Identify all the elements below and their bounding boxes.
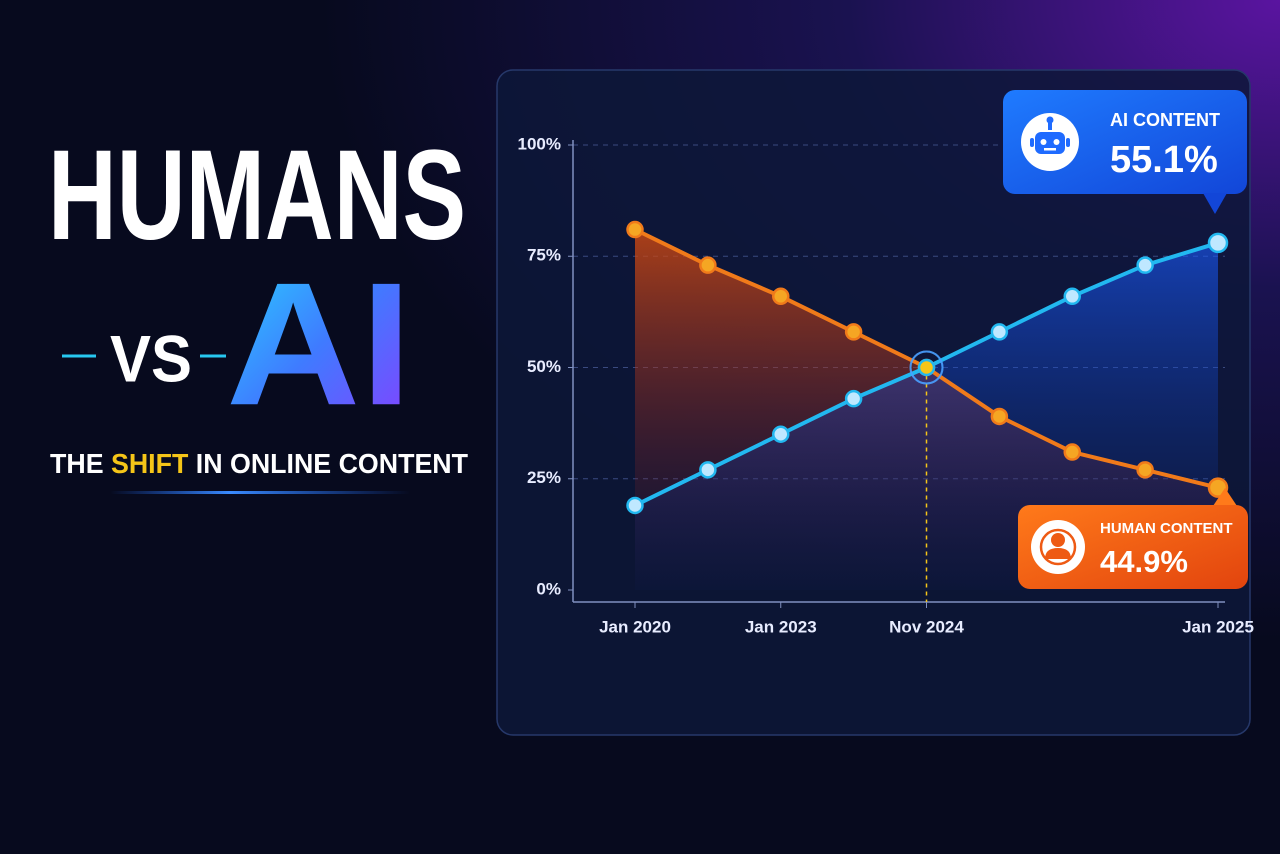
callout-pointer [1203, 193, 1227, 214]
data-point [626, 220, 644, 239]
y-tick-label: 0% [536, 579, 561, 598]
headline-humans: HUMANS [48, 124, 466, 267]
headline-ai: AI [226, 247, 412, 442]
decor-underline [110, 491, 410, 494]
callout-value: 44.9% [1100, 544, 1188, 579]
person-icon [1045, 533, 1071, 559]
data-point [1207, 232, 1229, 254]
icon-ring [1039, 528, 1077, 566]
y-tick-label: 25% [527, 468, 561, 487]
data-point [844, 323, 863, 341]
headline-vs: VS [110, 321, 192, 395]
subtitle-part: IN ONLINE CONTENT [196, 448, 468, 479]
callout-box [1018, 505, 1248, 589]
robot-icon [1030, 116, 1070, 154]
x-tick-label: Nov 2024 [889, 617, 964, 636]
callout-title: HUMAN CONTENT [1100, 520, 1233, 537]
data-point [844, 389, 863, 408]
x-tick-label: Jan 2023 [745, 617, 817, 636]
subtitle-highlight: SHIFT [111, 448, 188, 479]
y-tick-label: 75% [527, 246, 561, 265]
highlight-ring [909, 350, 944, 385]
y-tick-label: 50% [527, 357, 561, 376]
data-point [772, 287, 790, 306]
data-point [990, 323, 1009, 341]
data-point [626, 496, 644, 515]
subtitle-part: THE [50, 448, 104, 479]
data-point [1063, 443, 1081, 461]
callout-value: 55.1% [1110, 139, 1218, 181]
data-point [699, 461, 717, 479]
callout-pointer [1213, 488, 1237, 506]
plot: 0% 25% 50% 75% 100% Jan 2020 Jan 2023 Nov 2024 J… [518, 134, 1254, 636]
data-point [990, 407, 1009, 426]
data-point [917, 358, 936, 377]
callout-box [1003, 90, 1247, 194]
x-tick-label: Jan 2025 [1182, 617, 1254, 636]
ai-callout: AI CONTENT 55.1% [1003, 90, 1247, 214]
subtitle: THE SHIFT IN ONLINE CONTENT [50, 448, 468, 479]
data-point [772, 425, 790, 443]
data-point [1136, 461, 1154, 479]
x-tick-label: Jan 2020 [599, 617, 671, 636]
data-point [1136, 256, 1154, 274]
human-callout: HUMAN CONTENT 44.9% [1018, 488, 1248, 589]
callout-title: AI CONTENT [1110, 110, 1220, 130]
data-point [1063, 287, 1081, 306]
data-point [699, 256, 717, 274]
y-tick-label: 100% [518, 134, 561, 153]
